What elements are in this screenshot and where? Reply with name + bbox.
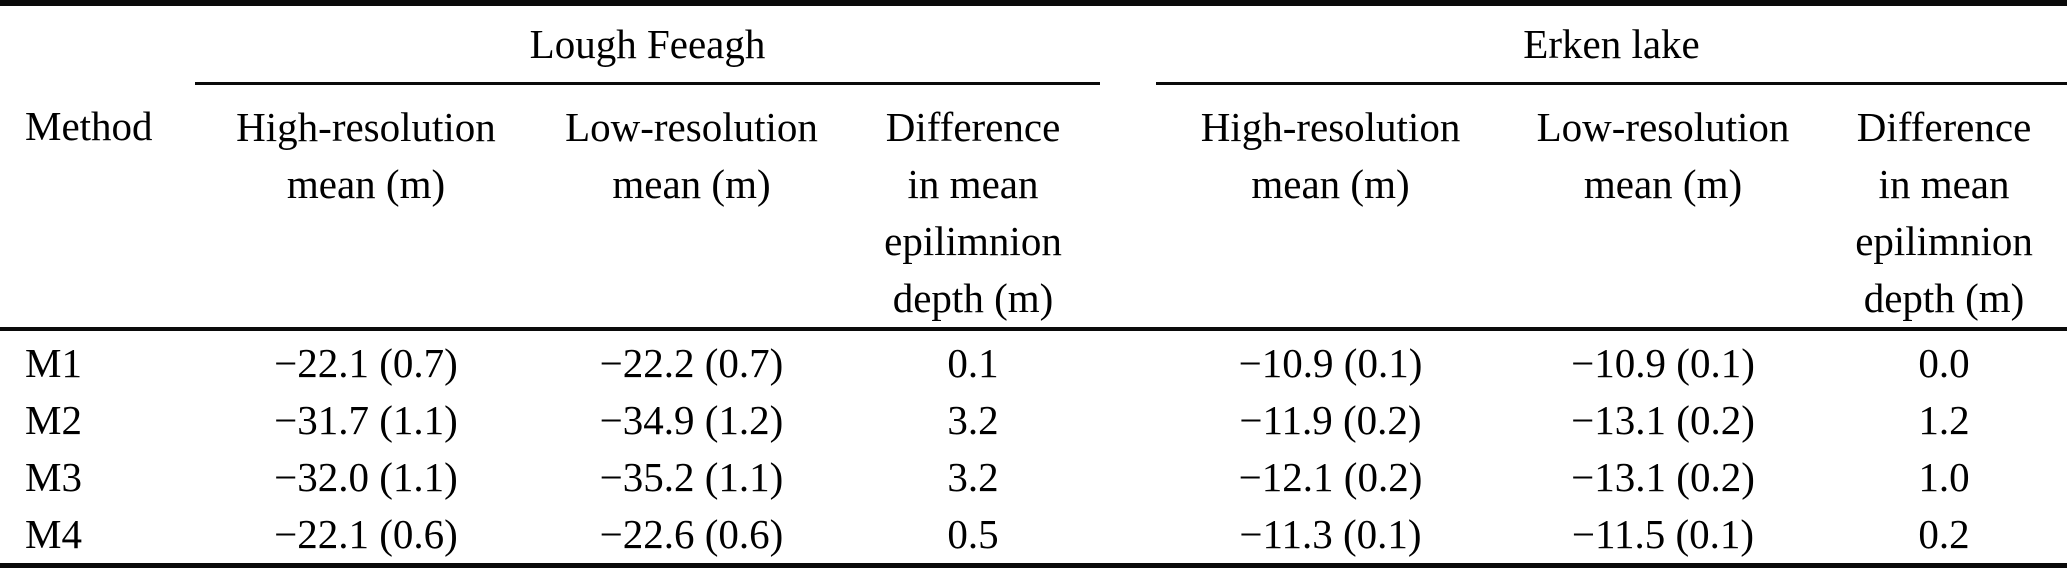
lf-high-cell: −22.1 (0.6)	[274, 511, 458, 557]
column-header-row: Method High-resolution mean (m) Low-reso…	[0, 83, 2067, 331]
gap-cell	[1100, 506, 1156, 566]
table-row-m1: M1 −22.1 (0.7) −22.2 (0.7) 0.1 −10.9 (0.…	[0, 329, 2067, 392]
group-header-erken-lake: Erken lake	[1156, 3, 2067, 85]
lf-low-cell: −34.9 (1.2)	[599, 397, 784, 443]
ek-low-cell: −11.5 (0.1)	[1571, 511, 1755, 557]
ek-high-cell: −11.3 (0.1)	[1239, 511, 1422, 557]
column-header-gap-cell	[1100, 83, 1157, 331]
table-row-m2: M2 −31.7 (1.1) −34.9 (1.2) 3.2 −11.9 (0.…	[0, 392, 2067, 449]
ek-high-cell: −10.9 (0.1)	[1238, 340, 1423, 386]
lf-low-cell: −35.2 (1.1)	[599, 454, 784, 500]
method-cell: M4	[25, 511, 82, 557]
column-header-ek-high-resolution-mean: High-resolution mean (m)	[1156, 83, 1506, 331]
ek-high-cell: −12.1 (0.2)	[1238, 454, 1423, 500]
table-row-m3: M3 −32.0 (1.1) −35.2 (1.1) 3.2 −12.1 (0.…	[0, 449, 2067, 506]
column-header-ek-difference: Difference in mean epilimnion depth (m)	[1821, 83, 2067, 331]
column-header-lf-low-resolution-mean: Low-resolution mean (m)	[537, 83, 846, 331]
group-gap-cell	[1100, 3, 1156, 84]
column-header-lf-high-resolution-mean: High-resolution mean (m)	[195, 83, 537, 331]
lf-diff-cell: 0.5	[947, 511, 999, 557]
lf-diff-cell: 3.2	[947, 454, 999, 500]
group-header-row: Lough Feeagh Erken lake	[0, 3, 2067, 85]
lf-low-cell: −22.2 (0.7)	[599, 340, 784, 386]
ek-diff-cell: 0.0	[1918, 340, 1970, 386]
ek-low-cell: −10.9 (0.1)	[1571, 340, 1755, 386]
ek-high-cell: −11.9 (0.2)	[1239, 397, 1422, 443]
ek-diff-cell: 1.2	[1918, 397, 1970, 443]
ek-low-cell: −13.1 (0.2)	[1571, 454, 1755, 500]
method-cell: M1	[25, 340, 82, 386]
column-header-ek-low-resolution-mean: Low-resolution mean (m)	[1505, 83, 1822, 331]
gap-cell	[1100, 329, 1156, 392]
gap-cell	[1100, 392, 1156, 449]
lf-low-cell: −22.6 (0.6)	[599, 511, 784, 557]
gap-cell	[1100, 449, 1156, 506]
lf-high-cell: −32.0 (1.1)	[274, 454, 458, 500]
table-row-m4: M4 −22.1 (0.6) −22.6 (0.6) 0.5 −11.3 (0.…	[0, 506, 2067, 566]
column-header-lf-difference: Difference in mean epilimnion depth (m)	[846, 83, 1101, 331]
corner-cell	[0, 3, 195, 84]
lf-high-cell: −22.1 (0.7)	[274, 340, 458, 386]
group-header-lough-feeagh: Lough Feeagh	[195, 3, 1101, 85]
lf-high-cell: −31.7 (1.1)	[274, 397, 458, 443]
ek-low-cell: −13.1 (0.2)	[1571, 397, 1755, 443]
method-cell: M3	[25, 454, 82, 500]
ek-diff-cell: 1.0	[1918, 454, 1970, 500]
lf-diff-cell: 3.2	[947, 397, 999, 443]
column-header-method: Method	[0, 83, 195, 331]
ek-diff-cell: 0.2	[1918, 511, 1970, 557]
lf-diff-cell: 0.1	[947, 340, 999, 386]
method-cell: M2	[25, 397, 82, 443]
